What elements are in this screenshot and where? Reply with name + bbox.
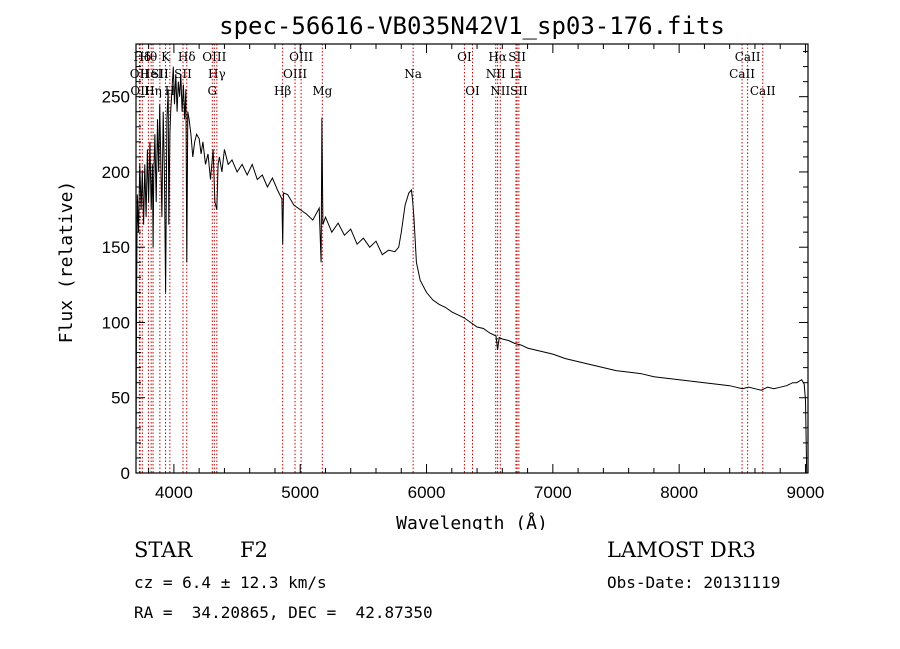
line-label: Hβ: [274, 84, 291, 98]
y-tick-label: 200: [102, 163, 130, 182]
line-label: SII: [508, 50, 526, 64]
y-axis-label: Flux (relative): [56, 181, 77, 344]
line-label: OIII: [283, 67, 307, 81]
line-label: Mg: [312, 84, 332, 98]
line-label: SII: [510, 84, 528, 98]
coordinates-readout: RA = 34.20865, DEC = 42.87350: [134, 603, 433, 622]
line-label: CaII: [735, 50, 761, 64]
spectrum-chart: spec-56616-VB035N42V1_sp03-176.fits Hδ OI…: [56, 12, 825, 530]
line-label: OII: [130, 67, 150, 81]
redshift-readout: cz = 6.4 ± 12.3 km/s: [134, 573, 327, 592]
x-axis-label: Wavelength (Å): [396, 512, 548, 530]
chart-title: spec-56616-VB035N42V1_sp03-176.fits: [219, 12, 725, 40]
line-label: H: [165, 84, 175, 98]
y-tick-label: 100: [102, 313, 130, 332]
line-label: Hα: [488, 50, 507, 64]
line-label: Hγ: [208, 67, 226, 81]
object-class: STAR: [134, 538, 193, 562]
line-label: Hδ: [178, 50, 196, 64]
x-tick-label: 7000: [534, 483, 572, 502]
y-tick-label: 250: [102, 88, 130, 107]
line-label: HeI: [140, 67, 163, 81]
line-label: OIII: [289, 50, 313, 64]
object-subclass: F2: [240, 538, 268, 562]
line-label: CaII: [729, 67, 755, 81]
line-label: Hη: [144, 84, 162, 98]
y-tick-label: 150: [102, 238, 130, 257]
spectrum-line: [135, 66, 808, 474]
line-label: Li: [510, 67, 522, 81]
x-tick-label: 4000: [155, 483, 193, 502]
line-label: OIII: [202, 50, 226, 64]
line-label: OI: [457, 50, 472, 64]
line-label: G: [207, 84, 217, 98]
survey-name: LAMOST DR3: [607, 538, 756, 562]
y-axis-ticks: 0 50 100 150 200 250: [102, 51, 808, 483]
x-tick-label: 9000: [787, 483, 825, 502]
line-markers: [138, 44, 764, 473]
line-label: CaII: [750, 84, 776, 98]
line-label: SII: [174, 67, 192, 81]
y-tick-label: 0: [121, 464, 130, 483]
line-label: OI: [465, 84, 480, 98]
y-tick-label: 50: [111, 389, 130, 408]
line-label: NII: [490, 84, 510, 98]
plot-frame: [135, 43, 809, 474]
line-label: OII: [130, 84, 150, 98]
x-tick-label: 6000: [408, 483, 446, 502]
x-tick-label: 5000: [281, 483, 319, 502]
line-label: Na: [404, 67, 422, 81]
line-label: Hθ: [140, 50, 158, 64]
line-label: K: [161, 50, 171, 64]
x-axis-ticks: 4000 5000 6000 7000 8000 9000: [148, 44, 825, 502]
line-label: SII: [151, 67, 169, 81]
line-label: Hδ: [133, 50, 151, 64]
x-tick-label: 8000: [660, 483, 698, 502]
observation-date: Obs-Date: 20131119: [607, 573, 781, 592]
line-label: NII: [486, 67, 506, 81]
